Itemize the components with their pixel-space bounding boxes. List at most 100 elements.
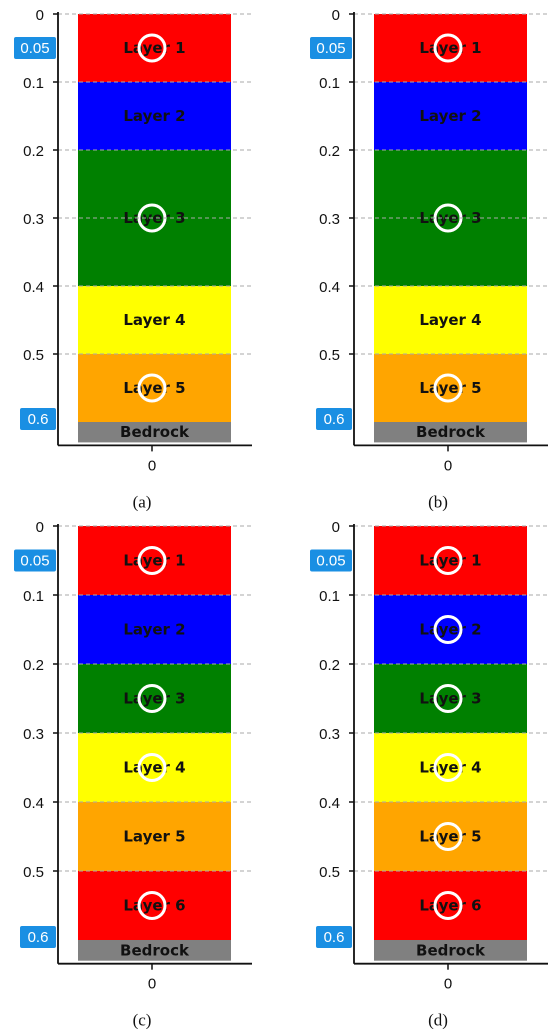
- y-tick-label: 0.2: [319, 657, 340, 674]
- value-badge-text: 0.05: [20, 553, 49, 570]
- layer-band-6: [78, 422, 231, 443]
- y-tick-label: 0: [332, 7, 340, 24]
- layer-label: Layer 3: [419, 690, 481, 708]
- sample-point-circle: [137, 684, 167, 713]
- sample-point-circle: [433, 546, 463, 575]
- y-tick-label: 0.4: [319, 279, 340, 296]
- layer-label: Layer 6: [123, 897, 185, 915]
- layer-band-6: [374, 422, 527, 443]
- layer-label: Layer 3: [123, 690, 185, 708]
- sample-point-circle: [137, 373, 167, 403]
- y-tick-label: 0.3: [23, 726, 44, 743]
- y-tick-label: 0.5: [319, 347, 340, 364]
- value-badge-text: 0.6: [28, 929, 49, 946]
- layer-label: Layer 3: [419, 209, 481, 227]
- layer-label: Bedrock: [120, 941, 190, 959]
- layer-band-5: [78, 354, 231, 422]
- x-tick-label: 0: [444, 976, 452, 993]
- panel-c: Layer 1 Layer 2 Layer 3 Layer 4 Layer 5 Layer…: [14, 519, 252, 1030]
- y-tick-label: 0.3: [319, 726, 340, 743]
- layer-band-2: [78, 82, 231, 150]
- layer-band-5: [374, 802, 527, 871]
- layer-band-4: [78, 286, 231, 354]
- y-tick-label: 0: [332, 519, 340, 536]
- layer-label: Layer 6: [419, 897, 481, 915]
- y-tick-label: 0.5: [23, 864, 44, 881]
- layer-label: Layer 5: [419, 379, 481, 397]
- value-badge-text: 0.6: [28, 411, 49, 428]
- layer-label: Layer 2: [123, 621, 185, 639]
- layer-label: Layer 3: [123, 209, 185, 227]
- layer-label: Layer 1: [123, 552, 185, 570]
- layer-band-5: [78, 802, 231, 871]
- y-tick-label: 0.3: [319, 211, 340, 228]
- layer-band-3: [78, 664, 231, 733]
- layer-label: Layer 2: [419, 107, 481, 125]
- layer-label: Layer 5: [123, 379, 185, 397]
- sample-point-circle: [137, 33, 167, 63]
- sample-point-circle: [433, 753, 463, 782]
- layer-label: Layer 4: [419, 311, 481, 329]
- layer-band-6: [78, 871, 231, 940]
- layer-band-2: [78, 595, 231, 664]
- x-tick-label: 0: [444, 457, 452, 474]
- layer-band-3: [374, 664, 527, 733]
- panel-caption: (a): [133, 492, 152, 511]
- sample-point-circle: [137, 753, 167, 782]
- y-tick-label: 0.3: [23, 211, 44, 228]
- y-tick-label: 0.1: [23, 75, 44, 92]
- sample-point-circle: [433, 822, 463, 851]
- sample-point-circle: [137, 891, 167, 920]
- value-badge: [14, 37, 56, 59]
- y-tick-label: 0.4: [23, 279, 44, 296]
- y-tick-label: 0.2: [23, 657, 44, 674]
- panel-caption: (b): [428, 492, 448, 511]
- value-badge: [316, 408, 352, 430]
- value-badge: [310, 37, 352, 59]
- layer-band-1: [374, 526, 527, 595]
- value-badge-text: 0.6: [324, 929, 345, 946]
- layer-label: Layer 2: [123, 107, 185, 125]
- layer-label: Layer 4: [419, 759, 481, 777]
- layer-label: Bedrock: [120, 423, 190, 441]
- value-badge-text: 0.05: [316, 40, 345, 57]
- sample-point-circle: [433, 373, 463, 403]
- y-tick-label: 0.2: [319, 143, 340, 160]
- y-tick-label: 0.4: [319, 795, 340, 812]
- layer-band-1: [78, 526, 231, 595]
- layer-label: Layer 5: [123, 828, 185, 846]
- layer-band-7: [374, 940, 527, 961]
- layer-band-4: [374, 733, 527, 802]
- layer-label: Layer 1: [419, 552, 481, 570]
- x-tick-label: 0: [148, 457, 156, 474]
- layer-band-7: [78, 940, 231, 961]
- y-tick-label: 0.5: [319, 864, 340, 881]
- layer-label: Layer 4: [123, 311, 185, 329]
- layer-band-1: [374, 14, 527, 82]
- layer-label: Bedrock: [416, 941, 486, 959]
- panel-b: Layer 1 Layer 2 Layer 3 Layer 4 Layer 5 Bedro…: [310, 7, 548, 511]
- sample-point-circle: [137, 546, 167, 575]
- value-badge-text: 0.05: [20, 40, 49, 57]
- layer-band-5: [374, 354, 527, 422]
- layer-band-2: [374, 595, 527, 664]
- panel-d: Layer 1 Layer 2 Layer 3 Layer 4 Layer 5 Layer…: [310, 519, 548, 1030]
- x-tick-label: 0: [148, 976, 156, 993]
- y-tick-label: 0: [36, 519, 44, 536]
- layer-label: Bedrock: [416, 423, 486, 441]
- value-badge: [20, 408, 56, 430]
- layer-label: Layer 1: [123, 39, 185, 57]
- y-tick-label: 0.1: [23, 588, 44, 605]
- layer-label: Layer 4: [123, 759, 185, 777]
- value-badge: [20, 926, 56, 948]
- panel-a: Layer 1 Layer 2 Layer 3 Layer 4 Layer 5 Bedro…: [14, 7, 252, 511]
- y-tick-label: 0.5: [23, 347, 44, 364]
- value-badge-text: 0.6: [324, 411, 345, 428]
- layer-band-1: [78, 14, 231, 82]
- layer-band-4: [374, 286, 527, 354]
- layer-band-2: [374, 82, 527, 150]
- value-badge: [316, 926, 352, 948]
- layer-label: Layer 5: [419, 828, 481, 846]
- value-badge-text: 0.05: [316, 553, 345, 570]
